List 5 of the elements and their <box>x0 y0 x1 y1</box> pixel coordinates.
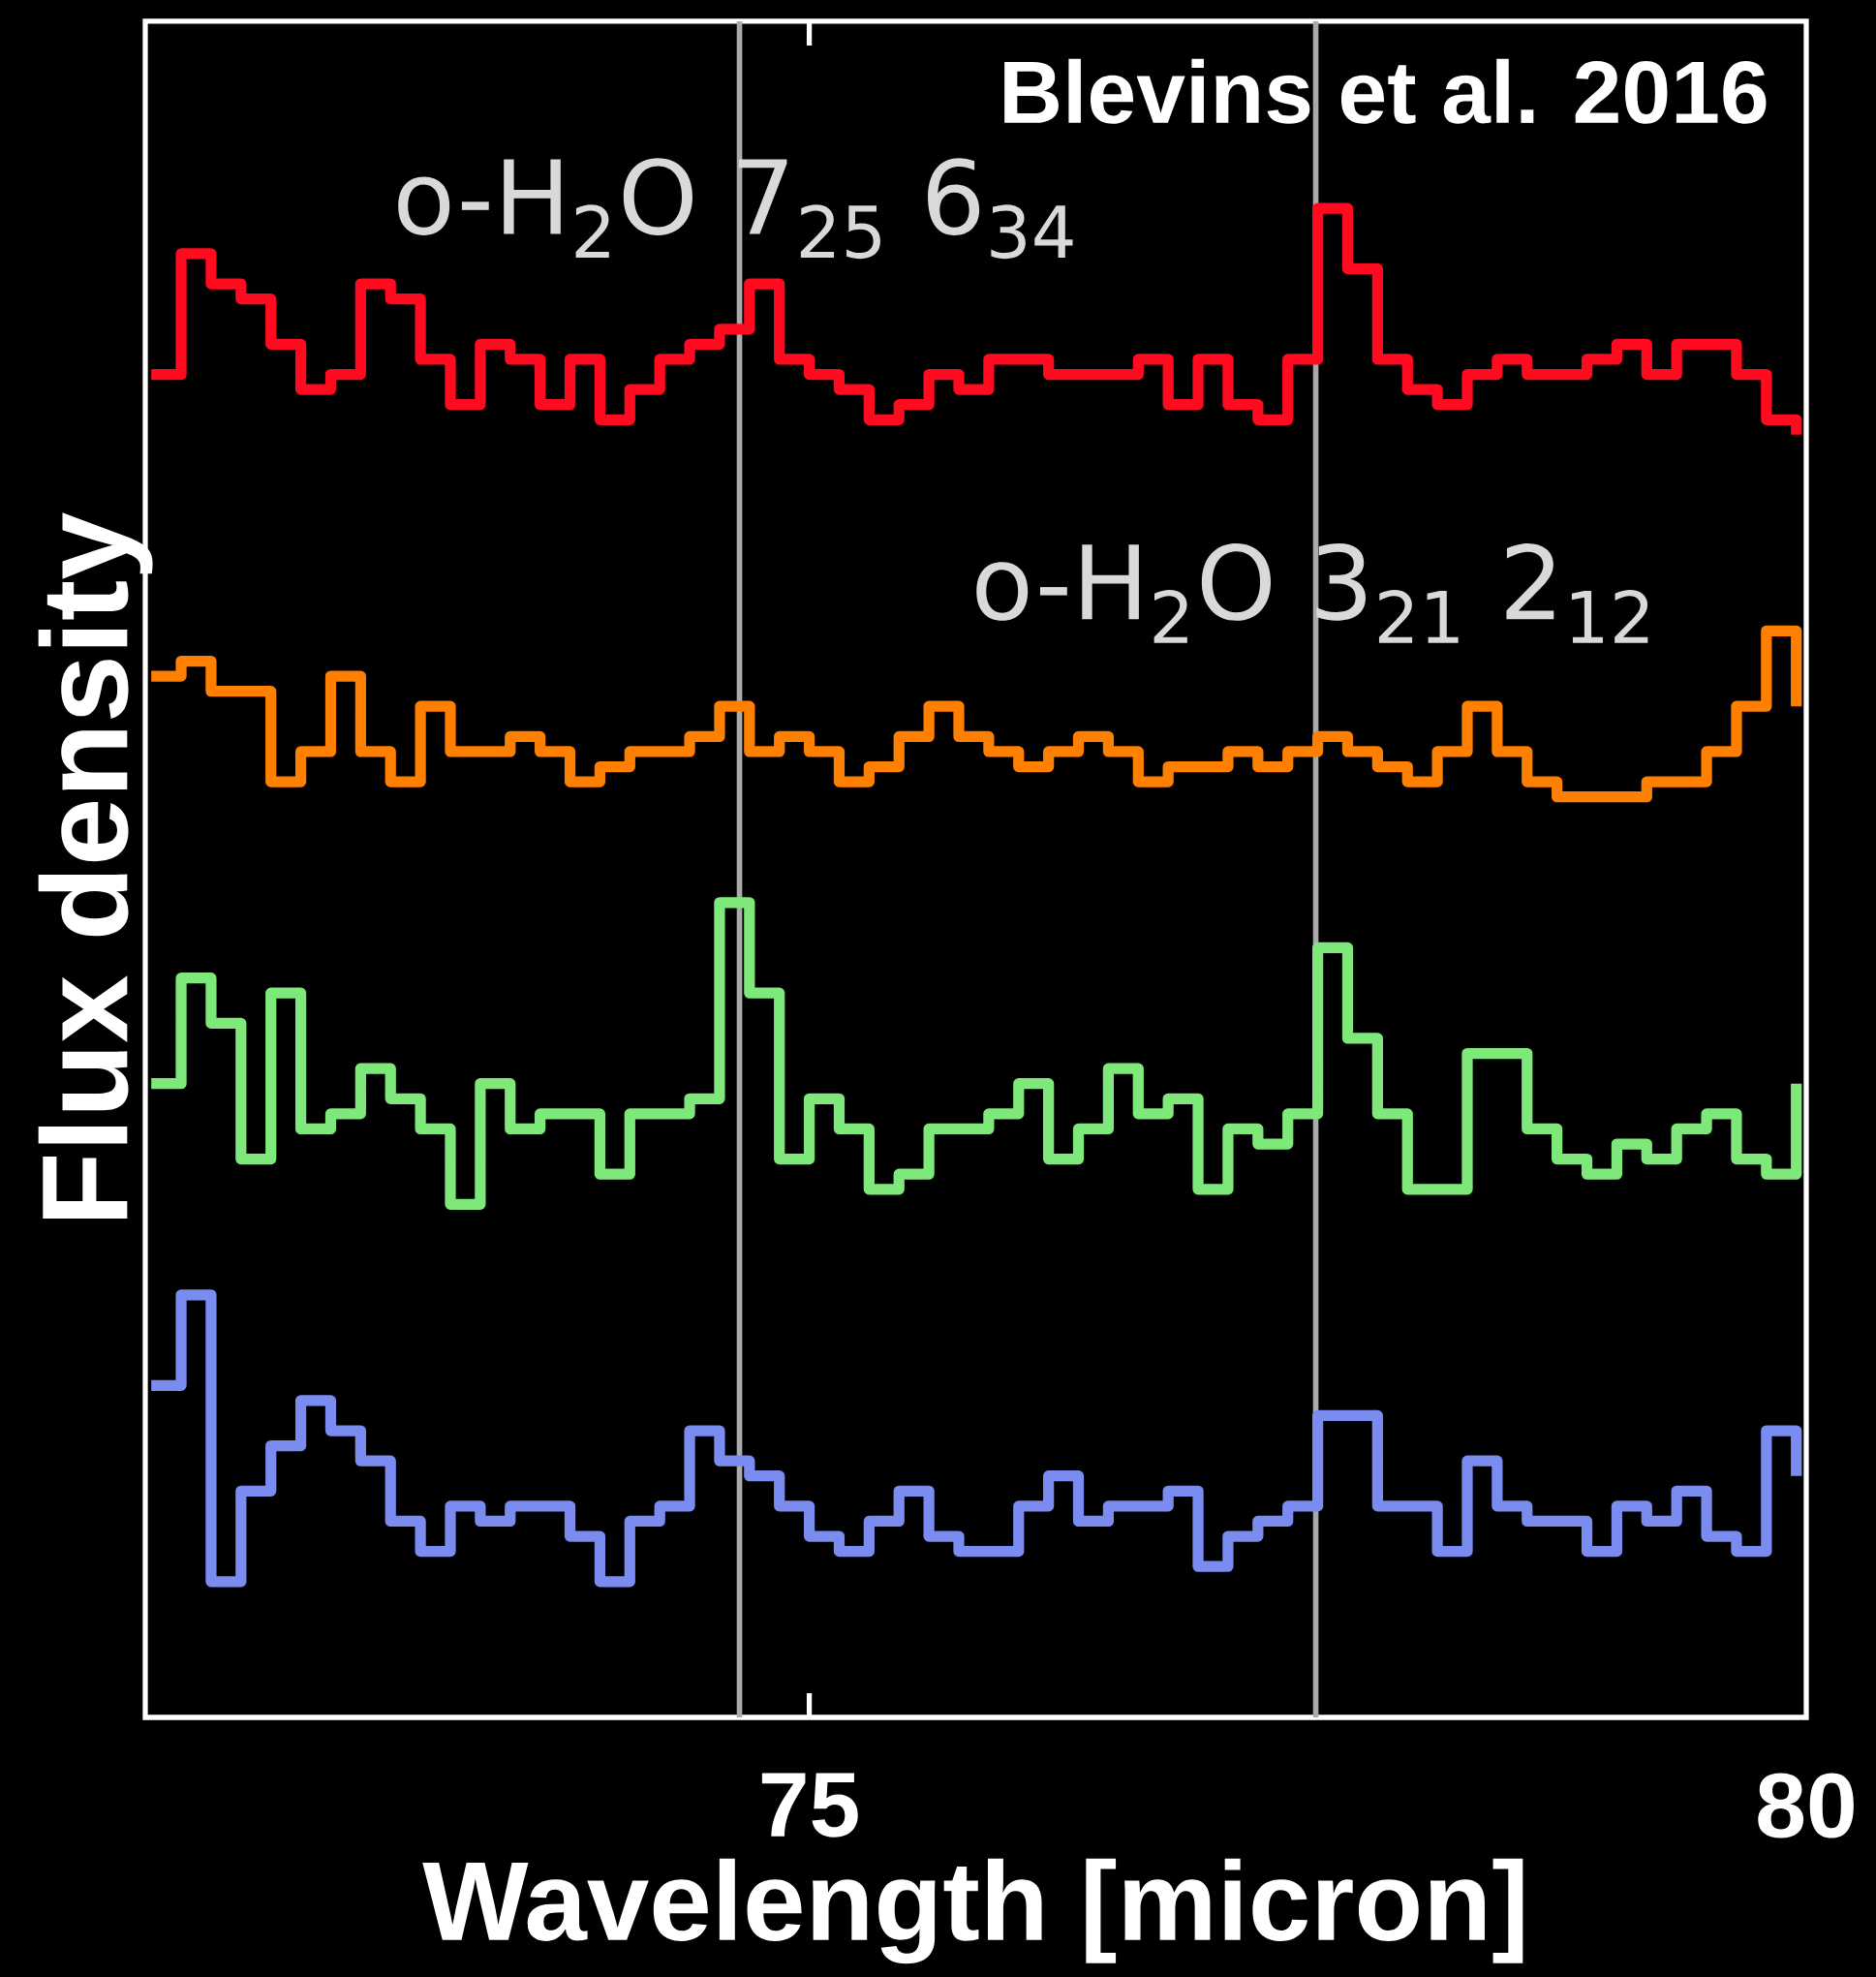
x-tick-label: 80 <box>1758 1773 1854 1838</box>
x-axis-title: Wavelength [micron] <box>422 1858 1523 1964</box>
y-axis-title: Flux density <box>38 512 153 1220</box>
x-tick-label: 75 <box>761 1773 858 1838</box>
text: Blevins et al. 2016 <box>1004 58 1767 124</box>
